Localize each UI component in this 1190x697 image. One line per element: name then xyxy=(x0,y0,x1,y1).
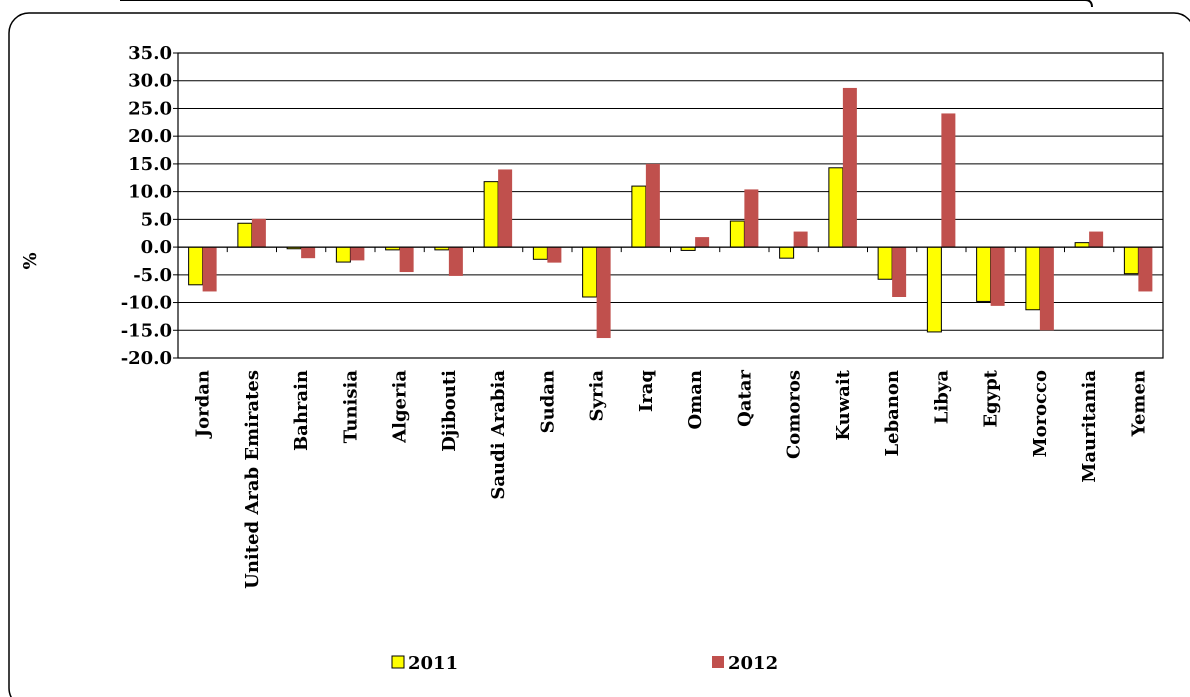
bar-2012-sudan xyxy=(547,247,562,263)
y-tick-label: -5.0 xyxy=(133,265,172,286)
plot-area xyxy=(177,52,1164,359)
bar-2012-iraq xyxy=(645,163,660,248)
bar-2011-lebanon xyxy=(877,246,893,280)
x-tick-label: Egypt xyxy=(981,369,1002,427)
bar-2011-jordan xyxy=(188,246,204,286)
bar-2011-iraq xyxy=(631,185,647,248)
x-tick-label: United Arab Emirates xyxy=(242,370,263,589)
bar-2011-sudan xyxy=(532,246,548,260)
bar-2012-oman xyxy=(695,237,710,248)
x-tick-label: Saudi Arabia xyxy=(488,370,509,500)
bar-2012-comoros xyxy=(793,231,808,248)
legend-swatch-2011 xyxy=(391,655,405,669)
bar-2011-qatar xyxy=(729,220,745,248)
bar-2012-qatar xyxy=(744,189,759,248)
x-tick-label: Iraq xyxy=(636,370,657,413)
legend-label-2011: 2011 xyxy=(408,653,458,674)
y-tick-label: 30.0 xyxy=(128,71,172,92)
bar-2012-syria xyxy=(596,247,611,339)
plot-border xyxy=(177,52,1164,359)
x-tick-label: Algeria xyxy=(390,370,411,444)
chart-border xyxy=(8,12,1190,697)
x-tick-label: Yemen xyxy=(1128,370,1149,437)
legend-label-2012: 2012 xyxy=(728,653,778,674)
y-axis-label: % xyxy=(20,252,41,269)
x-tick-label: Sudan xyxy=(537,370,558,433)
bar-2012-jordan xyxy=(202,247,217,292)
bar-2012-bahrain xyxy=(301,247,316,259)
x-tick-label: Mauritania xyxy=(1079,370,1100,483)
y-tick-label: 15.0 xyxy=(128,154,172,175)
bar-2012-tunisia xyxy=(350,247,365,261)
outer-border xyxy=(120,0,1093,8)
x-tick-label: Bahrain xyxy=(291,370,312,451)
x-tick-label: Lebanon xyxy=(882,370,903,457)
x-tick-label: Syria xyxy=(587,370,608,422)
y-tick-label: 25.0 xyxy=(128,98,172,119)
bar-2011-egypt xyxy=(976,246,992,302)
y-tick-label: 0.0 xyxy=(141,237,172,258)
x-axis: Jordan United Arab Emirates Bahrain Tunisia… xyxy=(177,247,1164,589)
bar-2011-syria xyxy=(582,246,598,298)
y-tick-label: 20.0 xyxy=(128,126,172,147)
y-tick-label: -20.0 xyxy=(121,348,172,369)
bar-2011-morocco xyxy=(1025,246,1041,311)
y-tick-label: 35.0 xyxy=(128,43,172,64)
x-tick-label: Qatar xyxy=(734,369,755,426)
bar-2012-morocco xyxy=(1039,247,1054,331)
x-tick-label: Kuwait xyxy=(833,369,854,440)
bar-2012-libya xyxy=(941,113,956,248)
bar-2012-kuwait xyxy=(842,87,857,248)
bar-2011-tunisia xyxy=(335,246,351,263)
bar-2011-united-arab-emirates xyxy=(237,222,253,248)
legend-swatch-2012 xyxy=(712,656,724,668)
bar-2012-lebanon xyxy=(892,247,907,297)
bar-2012-algeria xyxy=(399,247,414,273)
x-tick-label: Comoros xyxy=(784,370,805,459)
bar-2012-united-arab-emirates xyxy=(251,218,266,248)
bar-2011-comoros xyxy=(779,246,795,259)
bar-2012-yemen xyxy=(1138,247,1153,292)
y-tick-label: 10.0 xyxy=(128,182,172,203)
bar-2012-mauritania xyxy=(1089,231,1104,248)
x-tick-label: Jordan xyxy=(193,370,214,439)
x-tick-label: Tunisia xyxy=(340,370,361,444)
y-axis: -20.0 -15.0 -10.0 -5.0 0.0 5.0 10.0 15.0 20.0 25.… xyxy=(121,43,178,369)
y-tick-label: 5.0 xyxy=(141,209,172,230)
y-tick-label: -10.0 xyxy=(121,293,172,314)
legend: 2011 2012 xyxy=(391,653,778,674)
x-tick-label: Oman xyxy=(685,370,706,429)
x-tick-label: Libya xyxy=(931,370,952,425)
bar-2011-kuwait xyxy=(828,167,844,248)
bar-2012-egypt xyxy=(990,247,1005,306)
bar-2012-saudi-arabia xyxy=(498,169,513,248)
y-tick-label: -15.0 xyxy=(121,320,172,341)
x-tick-label: Morocco xyxy=(1030,370,1051,457)
x-tick-label: Djibouti xyxy=(439,370,460,452)
bar-2011-libya xyxy=(926,246,942,333)
bar-2011-yemen xyxy=(1123,246,1139,275)
bar-2011-saudi-arabia xyxy=(483,181,499,248)
bar-2012-djibouti xyxy=(448,247,463,276)
bar-2011-mauritania xyxy=(1074,242,1090,248)
